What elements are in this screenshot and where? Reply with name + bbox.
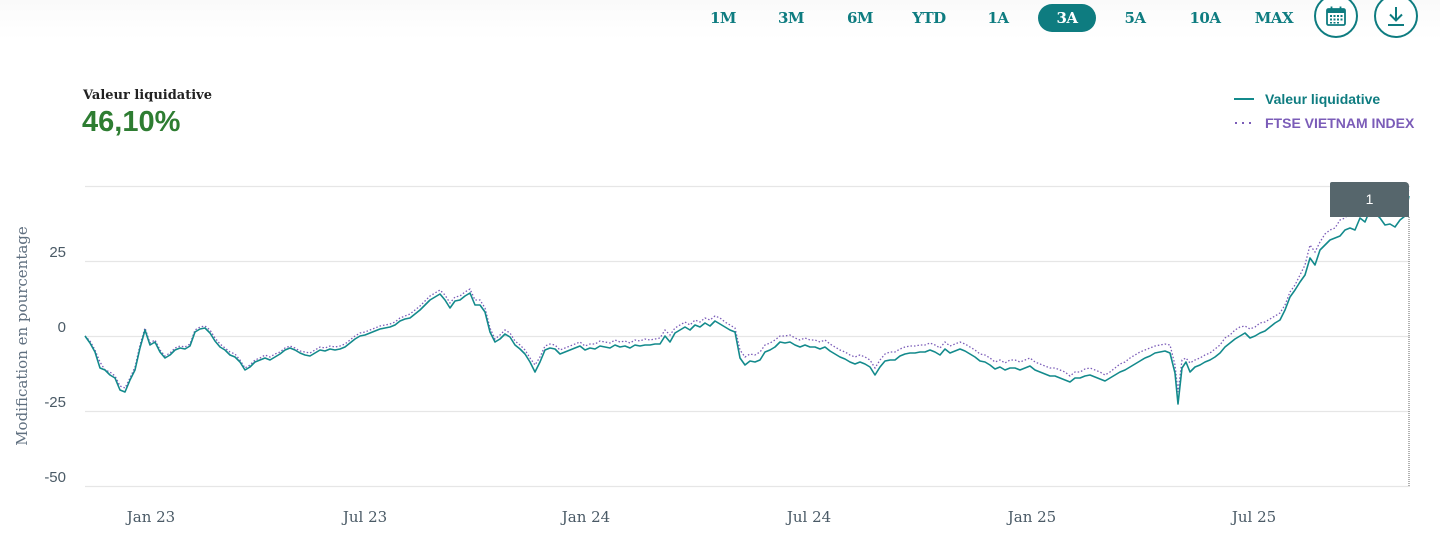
range-button-3m[interactable]: 3M bbox=[777, 9, 805, 27]
range-button-ytd[interactable]: YTD bbox=[912, 9, 946, 27]
x-tick: Jul 24 bbox=[786, 508, 832, 526]
chart-legend: Valeur liquidative FTSE VIETNAM INDEX bbox=[1234, 87, 1414, 135]
x-tick: Jan 25 bbox=[1007, 508, 1057, 526]
download-icon bbox=[1388, 7, 1404, 26]
range-button-6m[interactable]: 6M bbox=[846, 9, 874, 27]
gridlines bbox=[85, 185, 1410, 488]
legend-label: FTSE VIETNAM INDEX bbox=[1265, 115, 1415, 131]
x-tick: Jul 25 bbox=[1231, 508, 1277, 526]
legend-item-nav[interactable]: Valeur liquidative bbox=[1234, 87, 1414, 111]
x-tick: Jan 23 bbox=[126, 508, 176, 526]
range-button-3a[interactable]: 3A bbox=[1038, 4, 1096, 32]
series-valeur-liquidative bbox=[84, 195, 1410, 405]
download-button[interactable] bbox=[1374, 0, 1418, 38]
kpi-label: Valeur liquidative bbox=[83, 88, 212, 103]
dotted-line-icon bbox=[1235, 122, 1254, 124]
y-tick: -25 bbox=[44, 394, 66, 411]
legend-item-index[interactable]: FTSE VIETNAM INDEX bbox=[1234, 111, 1414, 135]
range-button-1m[interactable]: 1M bbox=[709, 9, 737, 27]
x-tick: Jul 23 bbox=[342, 508, 388, 526]
solid-line-icon bbox=[1234, 98, 1254, 100]
x-tick: Jan 24 bbox=[561, 508, 611, 526]
kpi-value: 46,10% bbox=[82, 106, 181, 138]
calendar-button[interactable] bbox=[1314, 0, 1358, 38]
chart-tooltip: 1 bbox=[1330, 182, 1409, 217]
y-tick: -50 bbox=[44, 469, 66, 486]
y-tick: 25 bbox=[49, 244, 66, 261]
y-tick: 0 bbox=[57, 319, 66, 336]
series-ftse-vietnam-index bbox=[84, 189, 1410, 393]
legend-label: Valeur liquidative bbox=[1265, 91, 1381, 107]
range-button-10a[interactable]: 10A bbox=[1189, 9, 1221, 27]
range-button-1a[interactable]: 1A bbox=[987, 9, 1009, 27]
calendar-icon bbox=[1326, 6, 1346, 26]
range-toolbar bbox=[0, 0, 1440, 40]
range-button-max[interactable]: MAX bbox=[1254, 9, 1294, 27]
range-button-5a[interactable]: 5A bbox=[1124, 9, 1146, 27]
